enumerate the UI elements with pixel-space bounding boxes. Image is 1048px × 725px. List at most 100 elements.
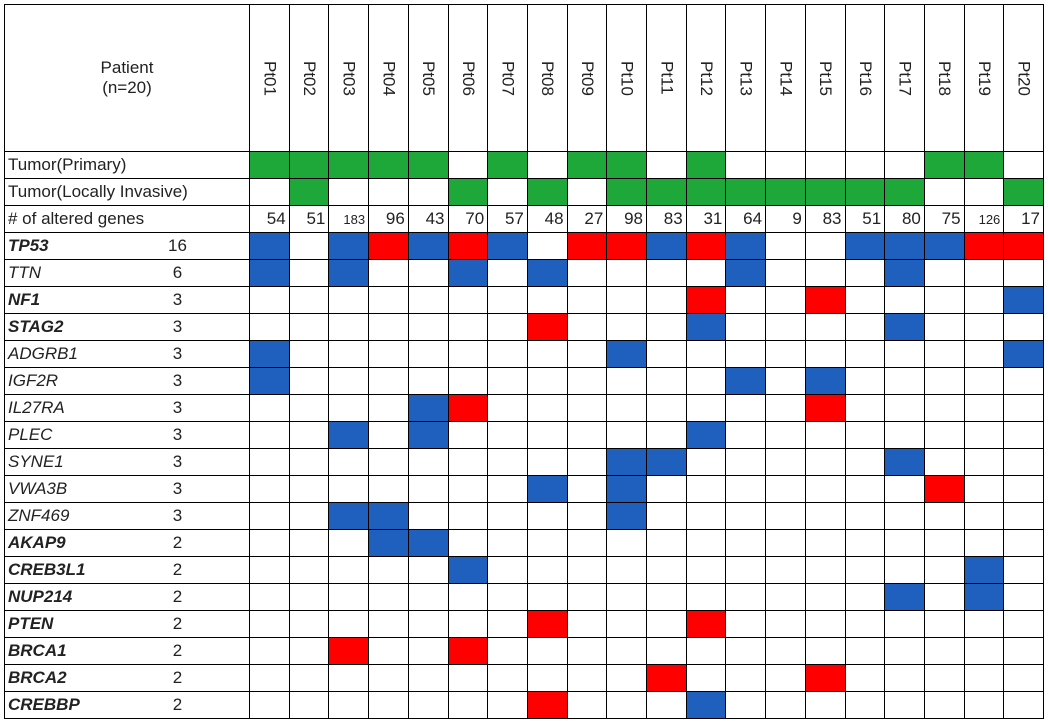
gene-row-label: IL27RA 3: [5, 395, 249, 421]
patient-cell: Pt11: [647, 5, 686, 151]
alteration-cell: [845, 665, 885, 691]
alteration-cell: [408, 341, 448, 367]
patient-id: Pt14: [776, 60, 796, 96]
alteration-cell: [448, 233, 488, 259]
alteration-cell: [527, 476, 567, 502]
tumor-cell: [924, 179, 964, 205]
alteration-cell: [1004, 584, 1043, 610]
tumor-cell: [488, 152, 527, 178]
alteration-cell: [964, 314, 1004, 340]
tumor-cell: [488, 179, 527, 205]
alteration-cell: [924, 287, 964, 313]
alteration-cell: [1004, 476, 1043, 502]
alteration-cell: [607, 557, 646, 583]
alteration-cell: [329, 287, 369, 313]
patient-id: Pt18: [935, 60, 955, 96]
alteration-cell: [488, 611, 527, 637]
alteration-cell: [488, 692, 527, 718]
gene-row-label: PLEC 3: [5, 422, 249, 448]
alteration-cell: [567, 449, 607, 475]
gene-row-label: PTEN 2: [5, 611, 249, 637]
gene-count: 3: [172, 452, 183, 471]
alteration-cell: [1004, 422, 1043, 448]
tumor-cell: [1004, 152, 1043, 178]
patient-cell: Pt01: [250, 5, 289, 151]
alteration-cell: [527, 611, 567, 637]
alteration-cell: [924, 692, 964, 718]
alteration-cell: [726, 638, 766, 664]
alteration-cell: [488, 314, 527, 340]
alteration-cell: [805, 368, 845, 394]
alteration-cell: [805, 449, 845, 475]
alteration-cell: [448, 476, 488, 502]
tumor-cell: [408, 152, 448, 178]
patient-id: Pt12: [697, 60, 717, 96]
alteration-cell: [527, 530, 567, 556]
gene-row-label: VWA3B 3: [5, 476, 249, 502]
alteration-cell: [964, 260, 1004, 286]
alteration-cell: [686, 692, 726, 718]
alteration-cell: [567, 368, 607, 394]
altered-count: 96: [369, 206, 408, 232]
patient-cell: Pt17: [885, 5, 924, 151]
alteration-cell: [647, 638, 686, 664]
alteration-cell: [289, 584, 329, 610]
alteration-cell: [964, 665, 1004, 691]
alteration-cell: [527, 584, 567, 610]
alteration-cell: [329, 584, 369, 610]
alteration-cell: [289, 611, 329, 637]
alteration-cell: [845, 476, 885, 502]
gene-row-label: CREB3L1 2: [5, 557, 249, 583]
alteration-cell: [250, 449, 289, 475]
alteration-cell: [488, 503, 527, 529]
alteration-cell: [686, 611, 726, 637]
tumor-cell: [250, 179, 289, 205]
alteration-cell: [924, 395, 964, 421]
alteration-cell: [408, 260, 448, 286]
alteration-cell: [726, 260, 766, 286]
gene-row-label: STAG2 3: [5, 314, 249, 340]
alteration-cell: [448, 584, 488, 610]
alteration-cell: [924, 503, 964, 529]
alteration-cell: [607, 476, 646, 502]
alteration-cell: [329, 341, 369, 367]
alteration-cell: [885, 530, 924, 556]
alteration-cell: [607, 233, 646, 259]
alteration-cell: [1004, 611, 1043, 637]
alteration-cell: [329, 692, 369, 718]
alteration-cell: [805, 611, 845, 637]
gene-count: 3: [172, 398, 183, 417]
gene-count: 3: [172, 344, 183, 363]
alteration-cell: [766, 422, 805, 448]
altered-count: 83: [647, 206, 686, 232]
alteration-cell: [1004, 638, 1043, 664]
gene-count: 2: [172, 614, 183, 633]
alteration-cell: [488, 530, 527, 556]
patient-id: Pt15: [816, 60, 836, 96]
patient-cell: Pt18: [924, 5, 964, 151]
gene-count: 2: [172, 641, 183, 660]
alteration-cell: [766, 665, 805, 691]
alteration-cell: [1004, 233, 1043, 259]
alteration-cell: [885, 314, 924, 340]
alteration-cell: [1004, 530, 1043, 556]
alteration-cell: [1004, 287, 1043, 313]
alteration-cell: [250, 638, 289, 664]
alteration-cell: [845, 341, 885, 367]
alteration-cell: [408, 476, 448, 502]
alteration-cell: [845, 503, 885, 529]
row-label: Tumor(Locally Invasive): [5, 179, 249, 205]
alteration-cell: [686, 314, 726, 340]
alteration-cell: [686, 665, 726, 691]
alteration-cell: [250, 314, 289, 340]
altered-count: 126: [964, 206, 1004, 232]
gene-name: NUP214: [8, 587, 73, 606]
alteration-cell: [766, 692, 805, 718]
alteration-cell: [250, 530, 289, 556]
alteration-cell: [686, 638, 726, 664]
alteration-cell: [527, 692, 567, 718]
alteration-cell: [408, 287, 448, 313]
gene-name: BRCA1: [8, 641, 67, 660]
alteration-cell: [250, 692, 289, 718]
